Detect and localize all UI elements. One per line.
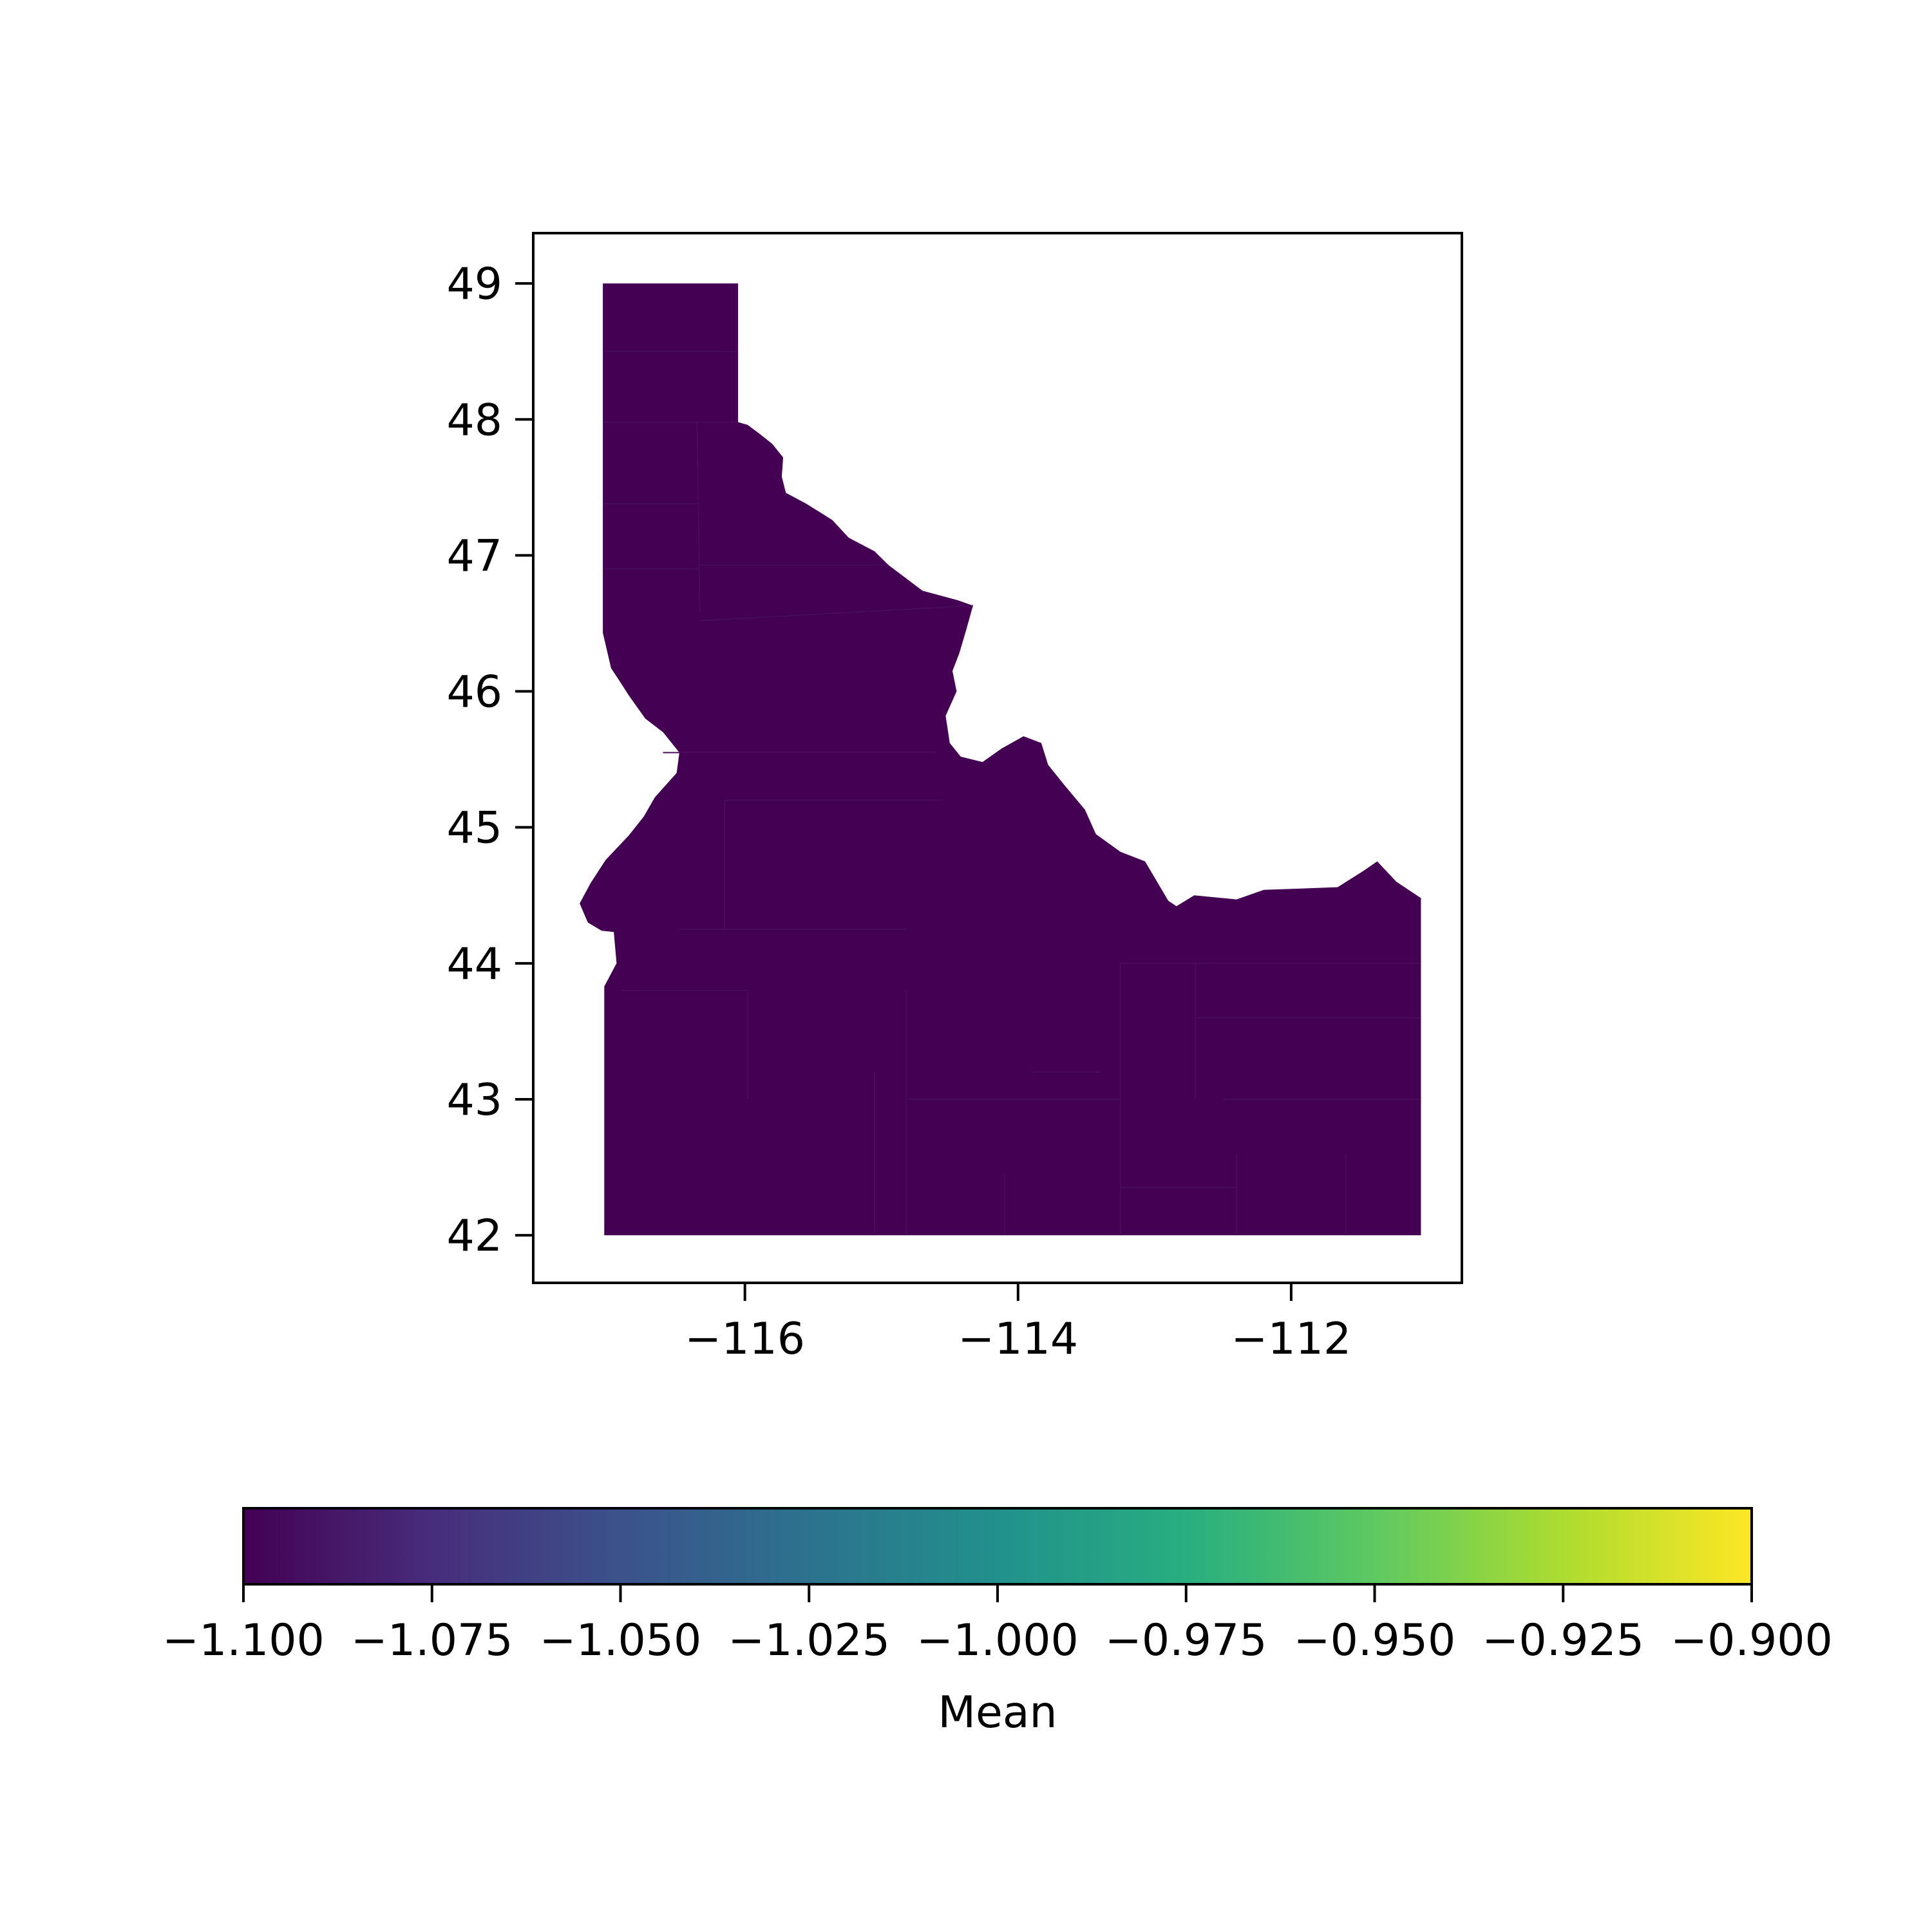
- colorbar-tick-label: −1.050: [540, 1615, 702, 1666]
- county-boundary-line: [696, 422, 701, 613]
- y-tick-label: 45: [446, 803, 502, 854]
- y-tick-label: 46: [446, 667, 502, 718]
- x-tick-label: −114: [958, 1314, 1078, 1365]
- colorbar-label: Mean: [938, 1687, 1057, 1738]
- y-axis-ticks: 42 43 44 45 46 47 48 49: [446, 259, 533, 1262]
- county-boundaries: [603, 350, 1421, 1236]
- idaho-state-polygon: [580, 283, 1421, 1236]
- colorbar-tick-label: −0.900: [1671, 1615, 1833, 1666]
- x-tick-label: −112: [1231, 1314, 1352, 1365]
- y-tick-label: 43: [446, 1075, 502, 1126]
- y-tick-label: 47: [446, 531, 502, 582]
- axes-frame: [532, 232, 1463, 1284]
- colorbar-tick-label: −1.075: [351, 1615, 513, 1666]
- colorbar-tick-label: −1.100: [162, 1615, 325, 1666]
- y-tick-label: 44: [446, 939, 502, 990]
- x-axis-ticks: −116 −114 −112: [685, 1283, 1351, 1365]
- colorbar-tick-label: −0.925: [1482, 1615, 1644, 1666]
- colorbar-tick-label: −1.025: [728, 1615, 890, 1666]
- state-shape: [580, 283, 1421, 1236]
- colorbar-ticks: −1.100 −1.075 −1.050 −1.025 −1.000 −0.975 −0.9…: [162, 1584, 1833, 1666]
- map-axes: −116 −114 −112 42 43 44 45 46 47 48 49: [446, 232, 1463, 1365]
- colorbar-gradient: [243, 1508, 1752, 1584]
- colorbar: −1.100 −1.075 −1.050 −1.025 −1.000 −0.975 −0.9…: [162, 1507, 1833, 1738]
- y-tick-label: 49: [446, 259, 502, 310]
- y-tick-label: 42: [446, 1211, 502, 1262]
- colorbar-tick-label: −1.000: [916, 1615, 1079, 1666]
- colorbar-tick-label: −0.950: [1294, 1615, 1456, 1666]
- county-boundary-line: [699, 605, 973, 621]
- x-tick-label: −116: [685, 1314, 805, 1365]
- colorbar-tick-label: −0.975: [1105, 1615, 1267, 1666]
- y-tick-label: 48: [446, 395, 502, 446]
